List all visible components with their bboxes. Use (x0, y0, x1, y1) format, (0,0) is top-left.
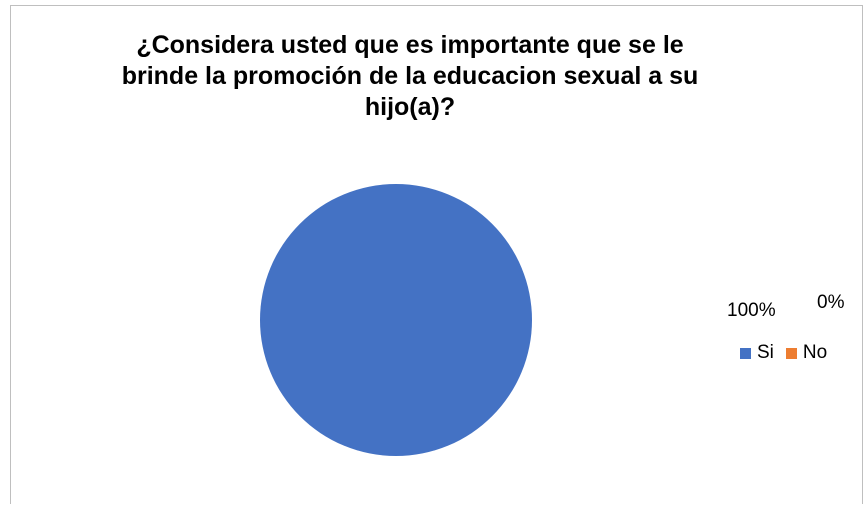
legend-item-no: No (785, 342, 828, 364)
chart-title-line-3: hijo(a)? (364, 93, 456, 121)
legend: Si No (740, 342, 833, 364)
pie-slice-si (260, 184, 532, 456)
chart-title-line-1: ¿Considera usted que es importante que s… (136, 31, 684, 59)
data-label-no: 0% (817, 292, 845, 313)
legend-swatch-no (785, 347, 797, 359)
chart-title: ¿Considera usted que es importante que s… (60, 30, 760, 123)
data-label-si: 100% (727, 300, 776, 321)
legend-label-si: Si (757, 342, 774, 363)
legend-label-no: No (802, 342, 828, 363)
legend-swatch-si (740, 347, 751, 359)
legend-item-si: Si (740, 342, 774, 364)
chart-title-line-2: brinde la promoción de la educacion sexu… (121, 62, 699, 90)
